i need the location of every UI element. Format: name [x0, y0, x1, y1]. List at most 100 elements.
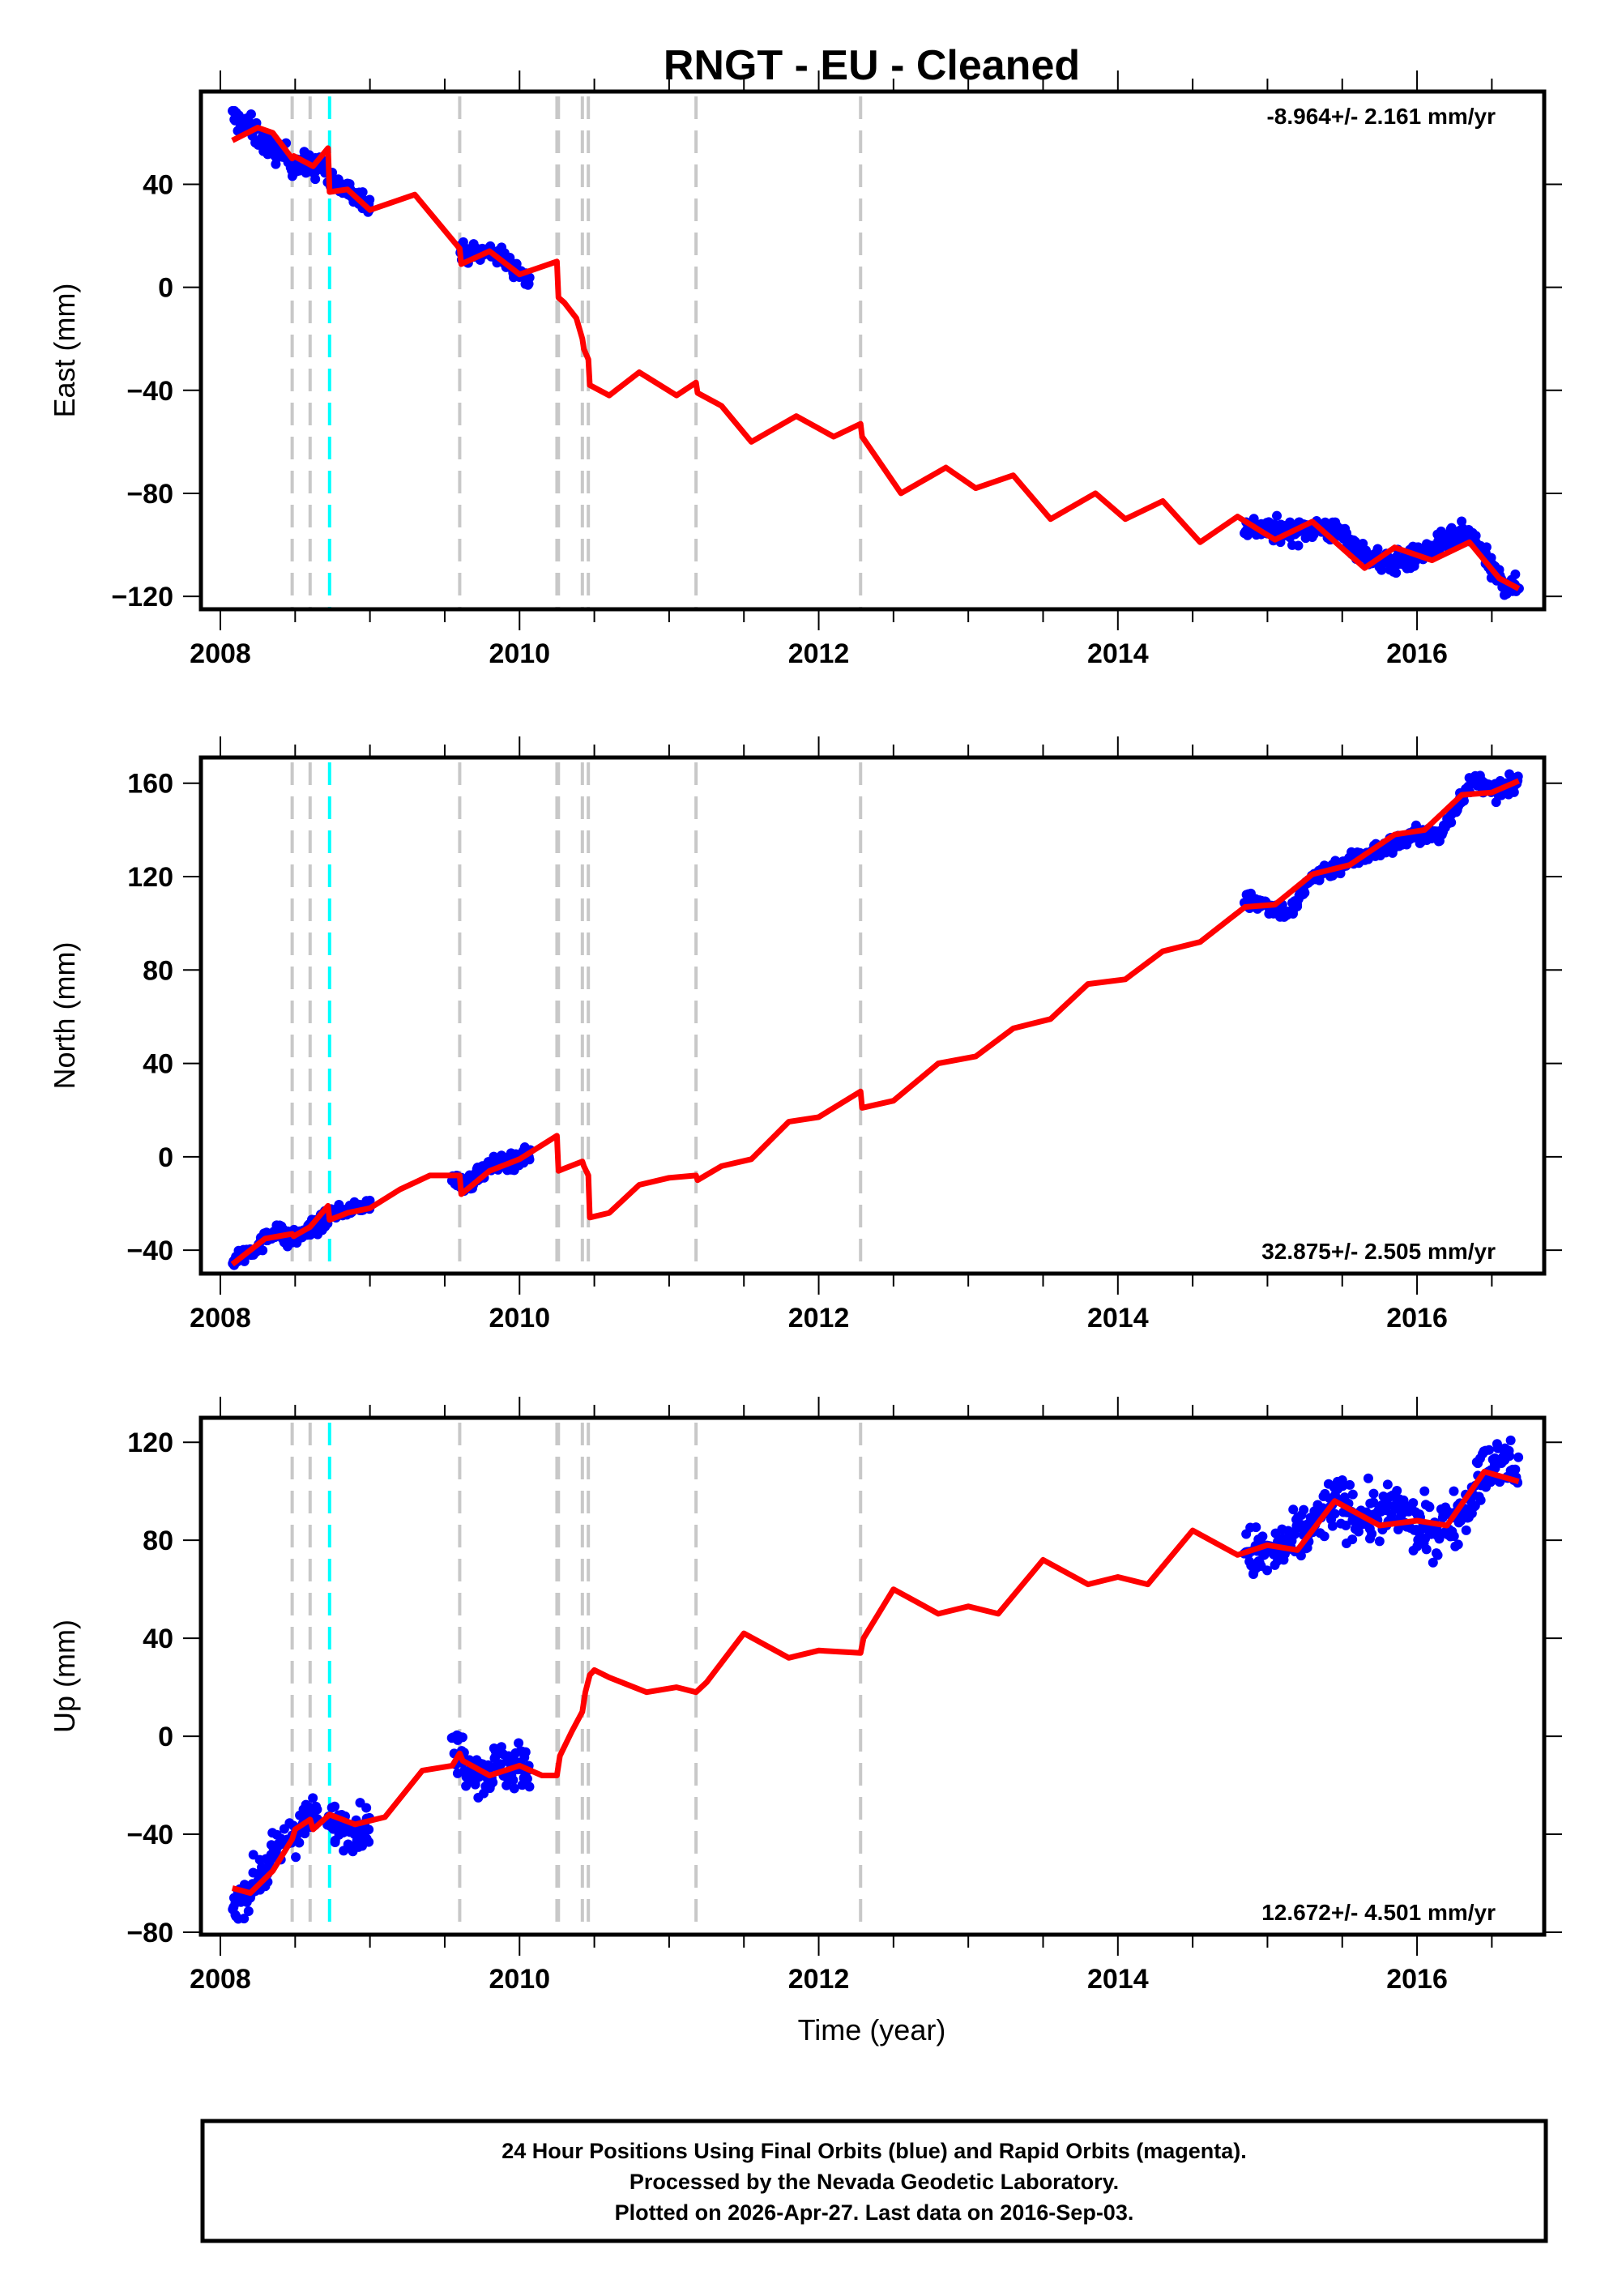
data-point — [1408, 1498, 1419, 1509]
data-point — [258, 1245, 268, 1256]
data-point — [1262, 1565, 1273, 1576]
data-point — [1248, 514, 1259, 524]
footer-frame — [200, 2119, 1548, 2243]
data-point — [365, 1195, 375, 1206]
data-point — [357, 187, 368, 198]
model-line-north — [230, 778, 1520, 1267]
y-tick-label: 40 — [143, 1624, 173, 1654]
y-tick-label: −40 — [126, 376, 173, 407]
y-tick-label: 160 — [127, 769, 173, 800]
x-tick-label: 2012 — [788, 638, 850, 669]
data-point — [1251, 1522, 1261, 1533]
data-point — [1293, 540, 1304, 551]
x-tick-label: 2014 — [1087, 1964, 1149, 1995]
data-point — [1292, 901, 1303, 911]
data-point — [291, 1852, 301, 1863]
data-point — [1300, 888, 1310, 898]
data-point — [1327, 1521, 1338, 1531]
data-point — [1432, 1550, 1443, 1560]
x-tick-label: 2014 — [1087, 1303, 1149, 1334]
data-point — [514, 1738, 524, 1748]
data-point — [496, 1742, 506, 1752]
data-point — [1347, 1489, 1358, 1500]
data-point — [1513, 771, 1523, 782]
data-point — [1288, 1504, 1299, 1515]
data-point — [312, 1804, 322, 1815]
y-tick-label: 0 — [158, 1722, 173, 1752]
x-tick-label: 2016 — [1386, 1964, 1448, 1995]
x-tick-label: 2012 — [788, 1303, 850, 1334]
data-point — [245, 109, 256, 120]
y-tick-label: 0 — [158, 273, 173, 304]
plot-frame — [198, 1415, 1547, 1937]
data-point — [1376, 565, 1387, 575]
data-point — [505, 253, 515, 263]
data-point — [330, 1801, 340, 1812]
y-tick-label: −80 — [126, 1918, 173, 1948]
y-tick-label: 80 — [143, 955, 173, 986]
data-point — [1382, 1479, 1393, 1490]
data-point — [243, 1906, 254, 1916]
data-point — [457, 1732, 467, 1743]
data-point — [1504, 1451, 1515, 1462]
data-point — [485, 241, 496, 251]
north-panel: 2008 2010 2012 2014 2016 −40 0 40 80 120 160 North … — [48, 736, 1562, 1334]
footer-line-1: 24 Hour Positions Using Final Orbits (bl… — [501, 2139, 1247, 2163]
data-point — [239, 1914, 250, 1924]
model-line-up — [231, 1469, 1520, 1897]
plot-area — [228, 96, 1524, 609]
data-point — [365, 194, 375, 205]
data-point — [1428, 1557, 1438, 1568]
data-point — [1449, 1531, 1459, 1542]
data-point — [1481, 542, 1492, 553]
data-point — [1391, 568, 1402, 578]
velocity-rate-label: -8.964+/- 2.161 mm/yr — [1266, 104, 1496, 129]
data-point — [1345, 1479, 1355, 1490]
x-tick-label: 2008 — [190, 638, 251, 669]
y-tick-label: −40 — [126, 1235, 173, 1266]
data-point — [1453, 1539, 1463, 1550]
data-point — [522, 1773, 532, 1784]
x-tick-label: 2012 — [788, 1964, 850, 1995]
data-point — [1347, 1534, 1358, 1545]
data-point — [300, 1829, 310, 1839]
data-point — [1510, 1464, 1521, 1474]
plot-frame — [198, 755, 1547, 1276]
data-point — [1446, 817, 1457, 828]
footer-line-3: Plotted on 2026-Apr-27. Last data on 201… — [615, 2200, 1134, 2225]
y-tick-label: 80 — [143, 1526, 173, 1556]
x-tick-label: 2008 — [190, 1964, 251, 1995]
data-point — [1257, 1531, 1268, 1542]
data-point — [509, 1783, 519, 1794]
x-axis-label: Time (year) — [798, 2013, 946, 2046]
data-points-east — [228, 105, 1524, 600]
data-point — [490, 1752, 501, 1762]
footer-line-2: Processed by the Nevada Geodetic Laborat… — [630, 2170, 1119, 2194]
data-point — [1341, 1520, 1351, 1530]
data-point — [524, 1782, 535, 1792]
data-point — [1421, 1544, 1432, 1555]
y-tick-label: 120 — [127, 862, 173, 893]
x-tick-label: 2010 — [489, 1964, 550, 1995]
data-point — [294, 1837, 305, 1848]
plot-area — [228, 1423, 1524, 1935]
data-point — [1367, 1529, 1377, 1539]
plot-frame — [198, 89, 1547, 612]
data-point — [1319, 1531, 1329, 1542]
data-point — [1329, 1509, 1340, 1519]
y-tick-label: 120 — [127, 1428, 173, 1458]
data-point — [1363, 1473, 1373, 1483]
data-point — [1368, 1488, 1379, 1499]
x-tick-label: 2010 — [489, 1303, 550, 1334]
data-point — [1353, 1526, 1364, 1537]
data-point — [520, 1747, 531, 1757]
data-point — [1419, 1486, 1430, 1496]
data-point — [1475, 1495, 1486, 1505]
model-line-east — [231, 125, 1521, 591]
y-tick-label: 40 — [143, 169, 173, 200]
up-panel: 2008 2010 2012 2014 2016 −80 −40 0 40 80 120 Up (mm… — [48, 1397, 1562, 1995]
data-point — [524, 272, 535, 283]
data-point — [488, 1777, 498, 1787]
data-point — [1484, 1445, 1495, 1455]
